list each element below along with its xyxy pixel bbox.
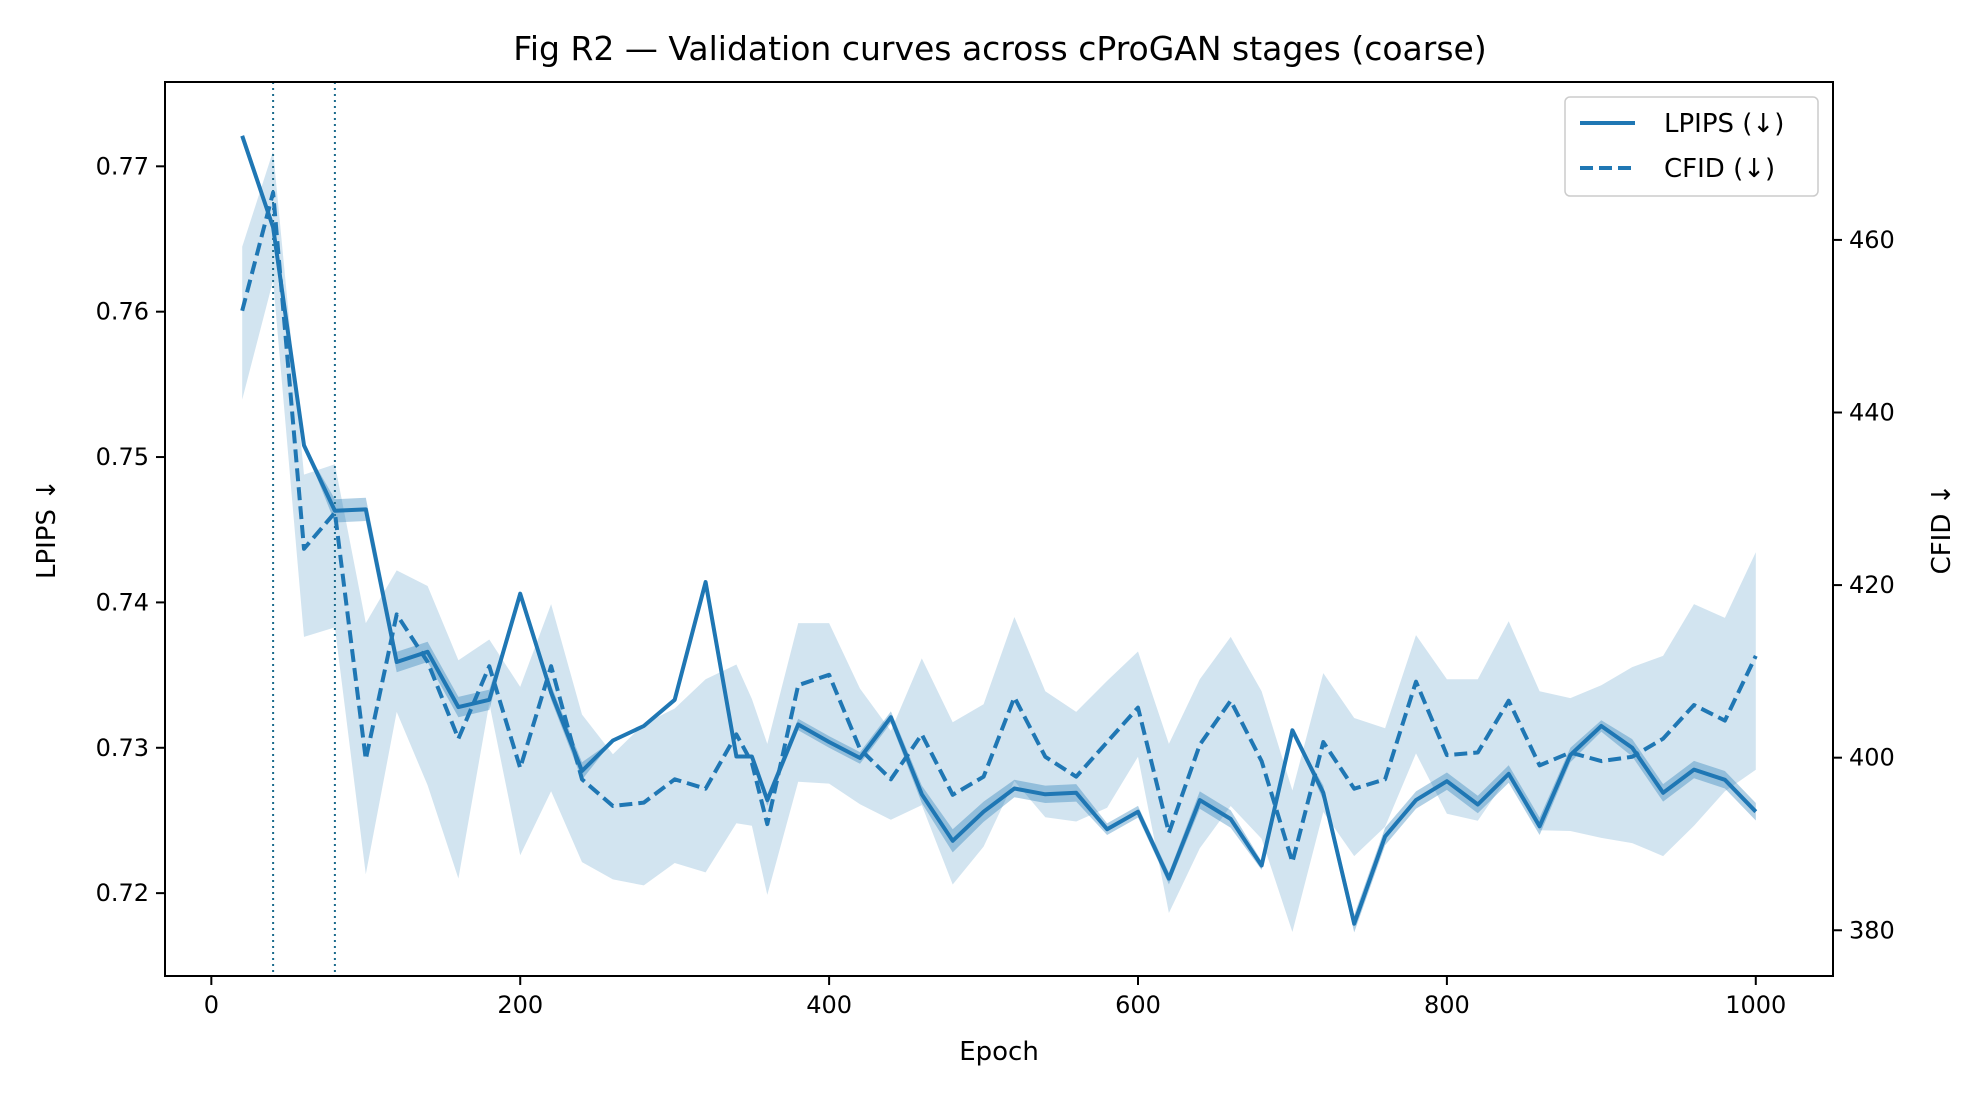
series-line-0: [240, 135, 1758, 926]
y-axis-right: 380 400 420 440 460: [1833, 226, 1895, 944]
x-tick-label: 200: [497, 991, 543, 1019]
y-axis-left: 0.72 0.73 0.74 0.75 0.76 0.77: [96, 152, 165, 907]
x-axis: 0 200 400 600 800 1000: [204, 976, 1786, 1019]
y-left-tick-label: 0.74: [96, 588, 149, 616]
x-tick-label: 1000: [1725, 991, 1786, 1019]
x-tick-label: 600: [1115, 991, 1161, 1019]
x-tick-label: 0: [204, 991, 219, 1019]
x-tick-label: 400: [806, 991, 852, 1019]
x-tick-label: 800: [1424, 991, 1470, 1019]
y-left-tick-label: 0.72: [96, 879, 149, 907]
y-axis-left-label: LPIPS ↓: [32, 479, 62, 579]
y-left-tick-label: 0.73: [96, 734, 149, 762]
y-left-tick-label: 0.77: [96, 152, 149, 180]
y-right-tick-label: 420: [1849, 571, 1895, 599]
legend: LPIPS (↓) CFID (↓): [1564, 96, 1819, 197]
legend-label-lpips: LPIPS (↓): [1664, 109, 1784, 139]
series-line-1: [240, 190, 1758, 865]
y-left-tick-label: 0.75: [96, 443, 149, 471]
band-series-1: [242, 151, 1756, 932]
y-right-tick-label: 400: [1849, 744, 1895, 772]
plot-area: [240, 82, 1758, 976]
plot-frame: [164, 81, 1834, 977]
y-right-tick-label: 440: [1849, 399, 1895, 427]
y-right-tick-label: 460: [1849, 226, 1895, 254]
y-axis-right-label: CFID ↓: [1927, 484, 1957, 575]
chart-title: Fig R2 — Validation curves across cProGA…: [513, 29, 1486, 68]
y-left-tick-label: 0.76: [96, 298, 149, 326]
x-axis-label: Epoch: [959, 1037, 1039, 1067]
y-right-tick-label: 380: [1849, 916, 1895, 944]
legend-label-cfid: CFID (↓): [1664, 154, 1775, 184]
